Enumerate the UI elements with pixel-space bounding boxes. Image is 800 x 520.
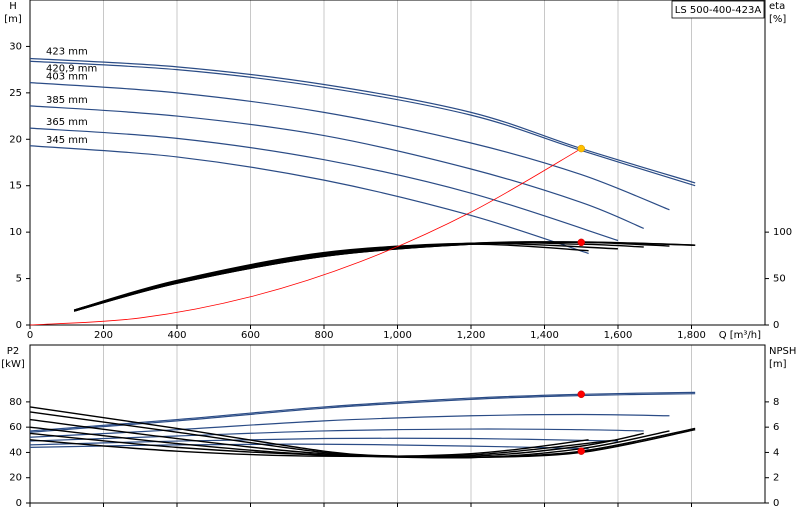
operating-point: [577, 447, 585, 455]
y2-axis-unit: [m]: [769, 359, 787, 370]
x-tick-label: 1,200: [457, 330, 486, 341]
curve: [73, 241, 670, 312]
y-tick-label: 60: [9, 422, 22, 433]
curve-label: 345 mm: [46, 135, 88, 146]
curve-label: 420,9 mm: [46, 63, 97, 74]
x-tick-label: 1,400: [530, 330, 559, 341]
curve: [29, 443, 589, 450]
y2-tick-label: 2: [773, 473, 779, 484]
y-tick-label: 5: [16, 274, 22, 285]
curve: [73, 243, 589, 311]
y-tick-label: 15: [9, 181, 22, 192]
curve: [73, 242, 619, 311]
curve: [29, 57, 696, 184]
y-tick-label: 0: [16, 320, 22, 331]
x-tick-label: 1,600: [604, 330, 633, 341]
curve: [29, 439, 589, 458]
y-axis-unit: [m]: [4, 14, 22, 25]
y-tick-label: 20: [9, 473, 22, 484]
plot-frame: [29, 0, 766, 326]
y-tick-label: 25: [9, 88, 22, 99]
curve: [29, 432, 619, 458]
x-tick-label: 400: [167, 330, 186, 341]
x-tick-label: 600: [241, 330, 260, 341]
operating-point: [577, 238, 585, 247]
y-tick-label: 0: [16, 498, 22, 509]
y-axis-unit: [kW]: [1, 359, 25, 370]
curve: [29, 105, 644, 229]
operating-point: [577, 144, 585, 153]
curve: [29, 437, 619, 446]
y2-axis-label: NPSH: [769, 346, 796, 357]
y2-tick-label: 6: [773, 422, 779, 433]
y-tick-label: 40: [9, 447, 22, 458]
x-tick-label: 0: [27, 330, 33, 341]
y-tick-label: 30: [9, 41, 22, 52]
y2-tick-label: 4: [773, 447, 779, 458]
curve: [29, 413, 670, 438]
y-axis-label: H: [9, 1, 17, 12]
y2-tick-label: 0: [773, 498, 779, 509]
y2-tick-label: 0: [773, 320, 779, 331]
y2-axis-unit: [%]: [769, 14, 786, 25]
y2-tick-label: 50: [773, 274, 786, 285]
curve: [29, 428, 644, 442]
x-tick-label: 200: [94, 330, 113, 341]
curve: [29, 393, 696, 433]
y2-axis-label: eta: [769, 1, 785, 12]
curve: [29, 145, 589, 255]
curve: [29, 82, 670, 211]
curve-label: 385 mm: [46, 95, 88, 106]
y-tick-label: 10: [9, 227, 22, 238]
curve-label: 403 mm: [46, 72, 88, 83]
curve: [29, 127, 619, 242]
curve-label: 365 mm: [46, 117, 88, 128]
x-tick-label: 1,800: [677, 330, 706, 341]
x-tick-label: 800: [314, 330, 333, 341]
y-axis-label: P2: [7, 346, 19, 357]
y-tick-label: 80: [9, 397, 22, 408]
x-axis-label: Q [m³/h]: [719, 330, 761, 341]
chart-title: LS 500-400-423A: [675, 5, 762, 16]
plot-frame: [29, 344, 766, 504]
y2-tick-label: 100: [773, 227, 792, 238]
x-tick-label: 1,000: [383, 330, 412, 341]
y2-tick-label: 8: [773, 397, 779, 408]
operating-point: [577, 390, 585, 399]
y-tick-label: 20: [9, 134, 22, 145]
curve: [29, 148, 582, 326]
curve: [73, 241, 696, 312]
curve-label: 423 mm: [46, 47, 88, 58]
title-box: [671, 0, 765, 19]
